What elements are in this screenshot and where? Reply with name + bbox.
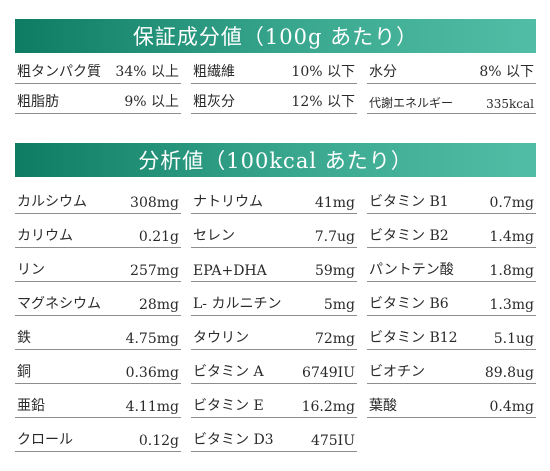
guaranteed-analysis-header: 保証成分値（100g あたり） (15, 19, 536, 53)
nutrient-name: 葉酸 (369, 398, 397, 414)
nutrient-name: 水分 (369, 64, 397, 80)
nutrient-name: タウリン (193, 330, 249, 346)
nutrient-value: 475IU (310, 433, 355, 449)
analysis-row-4-col-1: タウリン 72mg (191, 326, 357, 350)
nutrient-value: 335kcal (486, 97, 534, 111)
analysis-row-5-col-1: ビタミン A 6749IU (191, 360, 357, 384)
analysis-row-2-col-0: リン 257mg (15, 258, 181, 282)
nutrient-name: ビタミン B1 (369, 194, 449, 210)
analysis-row-3-col-1: L- カルニチン 5mg (191, 292, 357, 316)
guaranteed-row-1-col-2: 代謝エネルギー 335kcal (367, 90, 536, 114)
nutrient-name: 鉄 (17, 330, 31, 346)
analysis-row-5-col-2: ビオチン 89.8ug (367, 360, 536, 384)
nutrient-value: 12% 以下 (291, 94, 355, 110)
analysis-row-7-col-0: クロール 0.12g (15, 428, 181, 452)
nutrient-name: 粗灰分 (193, 94, 235, 110)
nutrient-value: 72mg (314, 331, 355, 347)
nutrient-name: リン (17, 262, 45, 278)
nutrient-name: カリウム (17, 228, 73, 244)
nutrient-value: 5mg (323, 297, 355, 313)
analysis-row-3-col-0: マグネシウム 28mg (15, 292, 181, 316)
nutrient-name: カルシウム (17, 194, 87, 210)
guaranteed-row-0-col-2: 水分 8% 以下 (367, 60, 536, 84)
nutrient-name: 粗脂肪 (17, 94, 59, 110)
nutrient-name: パントテン酸 (369, 262, 454, 278)
nutrient-value: 0.7mg (489, 195, 534, 211)
analysis-row-6-col-0: 亜鉛 4.11mg (15, 394, 181, 418)
nutrient-value: 4.75mg (125, 331, 179, 347)
nutrient-value: 1.8mg (489, 263, 534, 279)
guaranteed-row-1-col-0: 粗脂肪 9% 以上 (15, 90, 181, 114)
analysis-row-6-col-2: 葉酸 0.4mg (367, 394, 536, 418)
nutrient-name: ビオチン (369, 364, 425, 380)
guaranteed-analysis-title: 保証成分値（100g あたり） (132, 25, 419, 49)
nutrient-value: 34% 以上 (115, 64, 179, 80)
analysis-row-4-col-0: 鉄 4.75mg (15, 326, 181, 350)
nutrient-value: 28mg (138, 297, 179, 313)
analysis-row-1-col-2: ビタミン B2 1.4mg (367, 224, 536, 248)
nutrient-value: 0.21g (138, 229, 179, 245)
analysis-row-0-col-0: カルシウム 308mg (15, 190, 181, 214)
analysis-row-0-col-1: ナトリウム 41mg (191, 190, 357, 214)
nutrient-name: 粗繊維 (193, 64, 235, 80)
nutrient-name: 粗タンパク質 (17, 64, 101, 80)
analysis-row-2-col-1: EPA+DHA 59mg (191, 258, 357, 282)
nutrient-value: 1.4mg (489, 229, 534, 245)
nutrient-name: セレン (193, 228, 235, 244)
nutrient-value: 8% 以下 (479, 64, 534, 80)
nutrient-value: 4.11mg (125, 399, 179, 415)
nutrient-value: 9% 以上 (124, 94, 179, 110)
analysis-values-title: 分析値（100kcal あたり） (138, 149, 413, 173)
nutrient-value: 1.3mg (489, 297, 534, 313)
nutrient-value: 0.12g (138, 433, 179, 449)
nutrient-name: L- カルニチン (193, 296, 282, 312)
analysis-values-header: 分析値（100kcal あたり） (15, 143, 536, 177)
nutrient-value: 41mg (314, 195, 355, 211)
nutrient-name: ビタミン E (193, 398, 264, 414)
nutrient-value: 6749IU (302, 365, 355, 381)
nutrient-value: 257mg (130, 263, 179, 279)
analysis-row-5-col-0: 銅 0.36mg (15, 360, 181, 384)
analysis-row-3-col-2: ビタミン B6 1.3mg (367, 292, 536, 316)
nutrient-name: ビタミン B12 (369, 330, 458, 346)
guaranteed-row-0-col-0: 粗タンパク質 34% 以上 (15, 60, 181, 84)
analysis-row-7-col-1: ビタミン D3 475IU (191, 428, 357, 452)
analysis-row-4-col-2: ビタミン B12 5.1ug (367, 326, 536, 350)
nutrient-name: ナトリウム (193, 194, 263, 210)
nutrient-name: マグネシウム (17, 296, 101, 312)
analysis-row-1-col-1: セレン 7.7ug (191, 224, 357, 248)
nutrient-value: 7.7ug (314, 229, 355, 245)
nutrient-name: 亜鉛 (17, 398, 45, 414)
nutrient-name: ビタミン B6 (369, 296, 449, 312)
analysis-row-6-col-1: ビタミン E 16.2mg (191, 394, 357, 418)
nutrient-value: 16.2mg (301, 399, 355, 415)
analysis-row-1-col-0: カリウム 0.21g (15, 224, 181, 248)
nutrient-name: 銅 (17, 364, 31, 380)
analysis-row-0-col-2: ビタミン B1 0.7mg (367, 190, 536, 214)
nutrient-name: クロール (17, 432, 73, 448)
nutrient-name: EPA+DHA (193, 263, 267, 279)
nutrient-name: ビタミン D3 (193, 432, 274, 448)
nutrient-value: 0.36mg (125, 365, 179, 381)
nutrient-name: 代謝エネルギー (369, 96, 454, 110)
analysis-row-2-col-2: パントテン酸 1.8mg (367, 258, 536, 282)
nutrient-value: 59mg (314, 263, 355, 279)
nutrient-value: 89.8ug (484, 365, 534, 381)
guaranteed-row-1-col-1: 粗灰分 12% 以下 (191, 90, 357, 114)
nutrient-name: ビタミン A (193, 364, 264, 380)
nutrient-value: 5.1ug (493, 331, 534, 347)
guaranteed-row-0-col-1: 粗繊維 10% 以下 (191, 60, 357, 84)
nutrient-name: ビタミン B2 (369, 228, 449, 244)
nutrient-value: 10% 以下 (291, 64, 355, 80)
nutrient-value: 0.4mg (489, 399, 534, 415)
nutrient-value: 308mg (130, 195, 179, 211)
